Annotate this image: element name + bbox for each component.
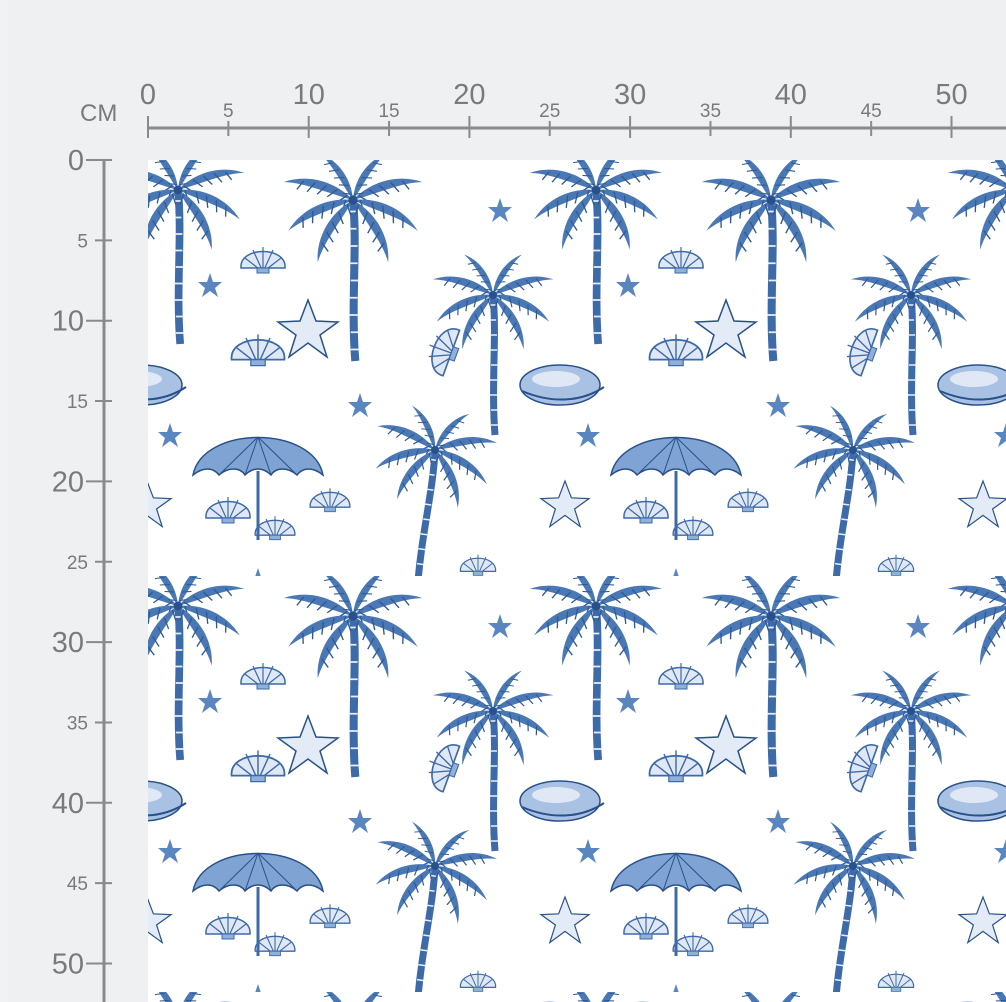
- horizontal-ruler-label: 40: [775, 79, 807, 111]
- vertical-ruler-label: 5: [77, 231, 88, 252]
- horizontal-ruler-label: 30: [614, 79, 646, 111]
- vertical-ruler-label: 15: [67, 392, 88, 413]
- vertical-ruler-label: 35: [67, 713, 88, 734]
- horizontal-ruler-label: 5: [223, 101, 234, 122]
- vertical-ruler-label: 0: [68, 145, 84, 177]
- vertical-ruler-label: 20: [52, 466, 84, 498]
- horizontal-ruler: 0 5 10 15 20 25 30 35 40 45 50: [140, 79, 1006, 138]
- horizontal-ruler-label: 35: [700, 101, 721, 122]
- horizontal-ruler-label: 10: [293, 79, 325, 111]
- vertical-ruler-label: 30: [52, 627, 84, 659]
- vertical-ruler-label: 25: [67, 553, 88, 574]
- horizontal-ruler-label: 45: [861, 101, 882, 122]
- vertical-ruler-label: 45: [67, 874, 88, 895]
- vertical-ruler: 0 5 10 15 20 25 30 35 40 45 50: [52, 145, 112, 1002]
- horizontal-ruler-label: 20: [453, 79, 485, 111]
- horizontal-ruler-label: 15: [378, 101, 399, 122]
- vertical-ruler-label: 40: [52, 788, 84, 820]
- vertical-ruler-label: 50: [52, 949, 84, 981]
- horizontal-ruler-label: 25: [539, 101, 560, 122]
- fabric-pattern: [148, 160, 1006, 1002]
- vertical-ruler-label: 10: [52, 306, 84, 338]
- unit-label: CM: [80, 100, 118, 127]
- horizontal-ruler-label: 50: [935, 79, 967, 111]
- horizontal-ruler-label: 0: [140, 79, 156, 111]
